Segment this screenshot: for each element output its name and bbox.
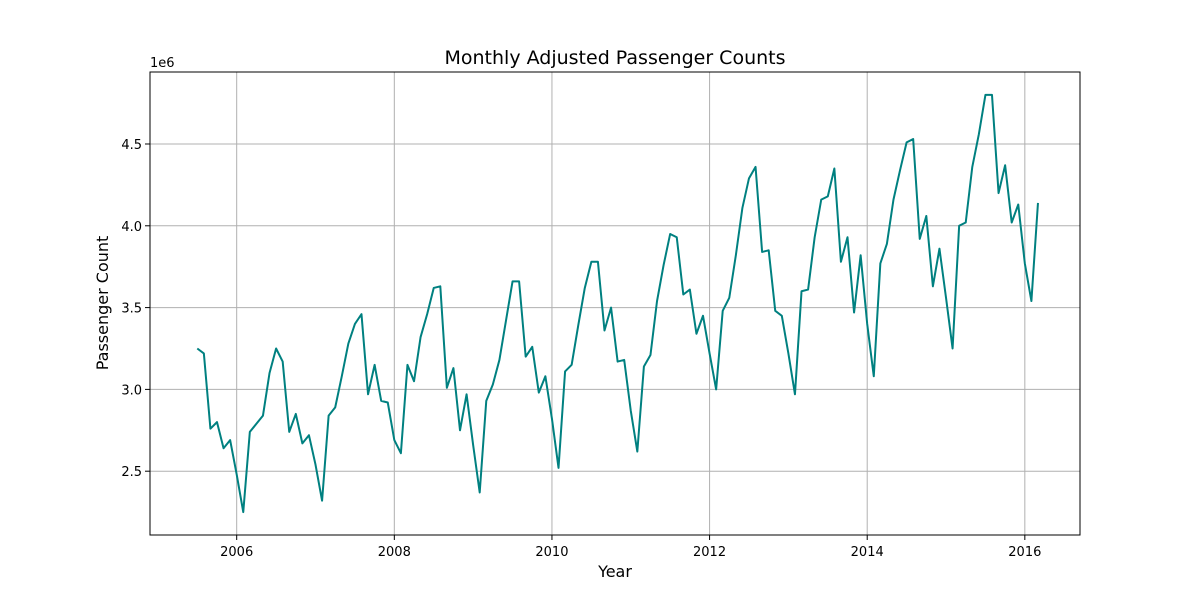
x-tick-label: 2016 — [1008, 545, 1041, 560]
x-tick-label: 2006 — [220, 545, 253, 560]
x-tick-label: 2012 — [693, 545, 726, 560]
x-tick-label: 2010 — [535, 545, 568, 560]
y-tick-label: 4.5 — [121, 138, 142, 153]
y-tick-label: 4.0 — [121, 220, 142, 235]
x-tick-label: 2008 — [378, 545, 411, 560]
y-tick-label: 3.5 — [121, 302, 142, 317]
axis-ticks — [145, 143, 1026, 540]
y-tick-label: 2.5 — [121, 465, 142, 480]
gridlines — [150, 72, 1080, 535]
y-axis-label: Passenger Count — [93, 236, 112, 371]
y-axis-offset-label: 1e6 — [150, 56, 175, 71]
x-axis-label: Year — [597, 562, 632, 581]
x-tick-label: 2014 — [851, 545, 884, 560]
y-tick-label: 3.0 — [121, 383, 142, 398]
plot-area-frame — [149, 71, 1081, 536]
chart-title: Monthly Adjusted Passenger Counts — [445, 47, 786, 69]
passenger-count-series-line — [196, 93, 1039, 514]
